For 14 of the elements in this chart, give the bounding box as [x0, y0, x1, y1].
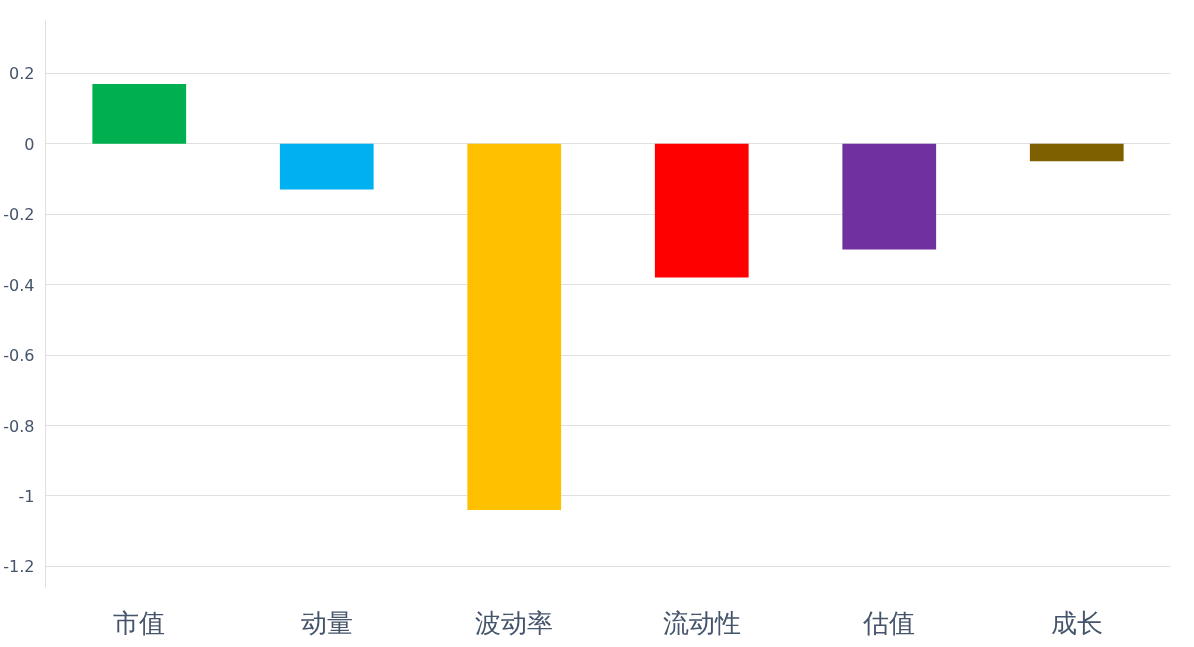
x-tick-label: 流动性	[662, 607, 741, 638]
y-tick-label: -0.4	[3, 275, 35, 295]
x-tick-label: 成长	[1050, 607, 1103, 638]
y-tick-label: -0.8	[3, 416, 35, 436]
x-tick-label: 波动率	[475, 607, 554, 638]
x-tick-label: 估值	[862, 607, 916, 638]
y-tick-label: -1.2	[3, 557, 35, 577]
y-tick-label: -1	[18, 486, 35, 506]
y-tick-label: 0.2	[9, 64, 35, 84]
y-tick-label: -0.2	[3, 205, 35, 225]
x-tick-label: 市值	[113, 607, 166, 638]
y-tick-label: 0	[24, 134, 35, 154]
x-tick-label: 动量	[300, 607, 353, 638]
y-tick-label: -0.6	[3, 346, 35, 366]
